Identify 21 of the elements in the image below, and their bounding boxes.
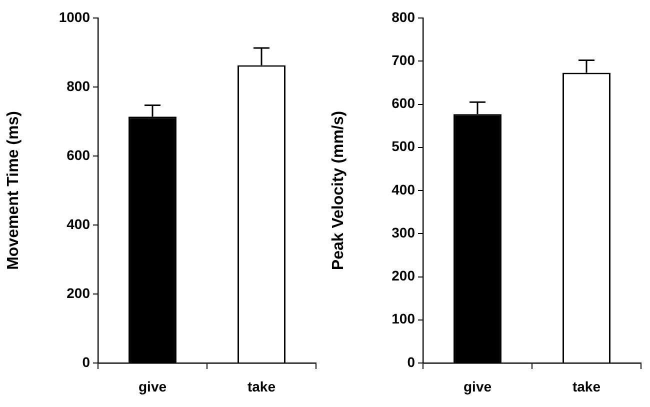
y-axis-title: Movement Time (ms) (5, 111, 22, 270)
y-tick-label: 800 (392, 8, 416, 25)
y-tick-label: 0 (82, 354, 90, 370)
x-tick-label: take (572, 378, 601, 394)
y-tick-label: 300 (392, 224, 416, 240)
y-tick-label: 100 (392, 310, 416, 327)
y-tick-label: 600 (66, 146, 90, 163)
y-tick-label: 0 (407, 354, 416, 370)
x-tick-label: give (138, 378, 167, 394)
y-tick-label: 400 (392, 181, 416, 198)
y-tick-label: 600 (392, 95, 416, 112)
x-tick-label: take (247, 378, 276, 394)
y-tick-label: 200 (392, 268, 416, 284)
y-tick-label: 700 (392, 52, 416, 68)
y-tick-label: 400 (66, 216, 90, 232)
y-axis-title: Peak Velocity (mm/s) (330, 110, 348, 270)
y-tick-label: 1000 (58, 8, 90, 25)
x-tick-label: give (463, 378, 492, 394)
y-tick-label: 800 (66, 78, 90, 94)
y-tick-label: 200 (66, 284, 90, 301)
y-tick-label: 500 (392, 138, 416, 154)
